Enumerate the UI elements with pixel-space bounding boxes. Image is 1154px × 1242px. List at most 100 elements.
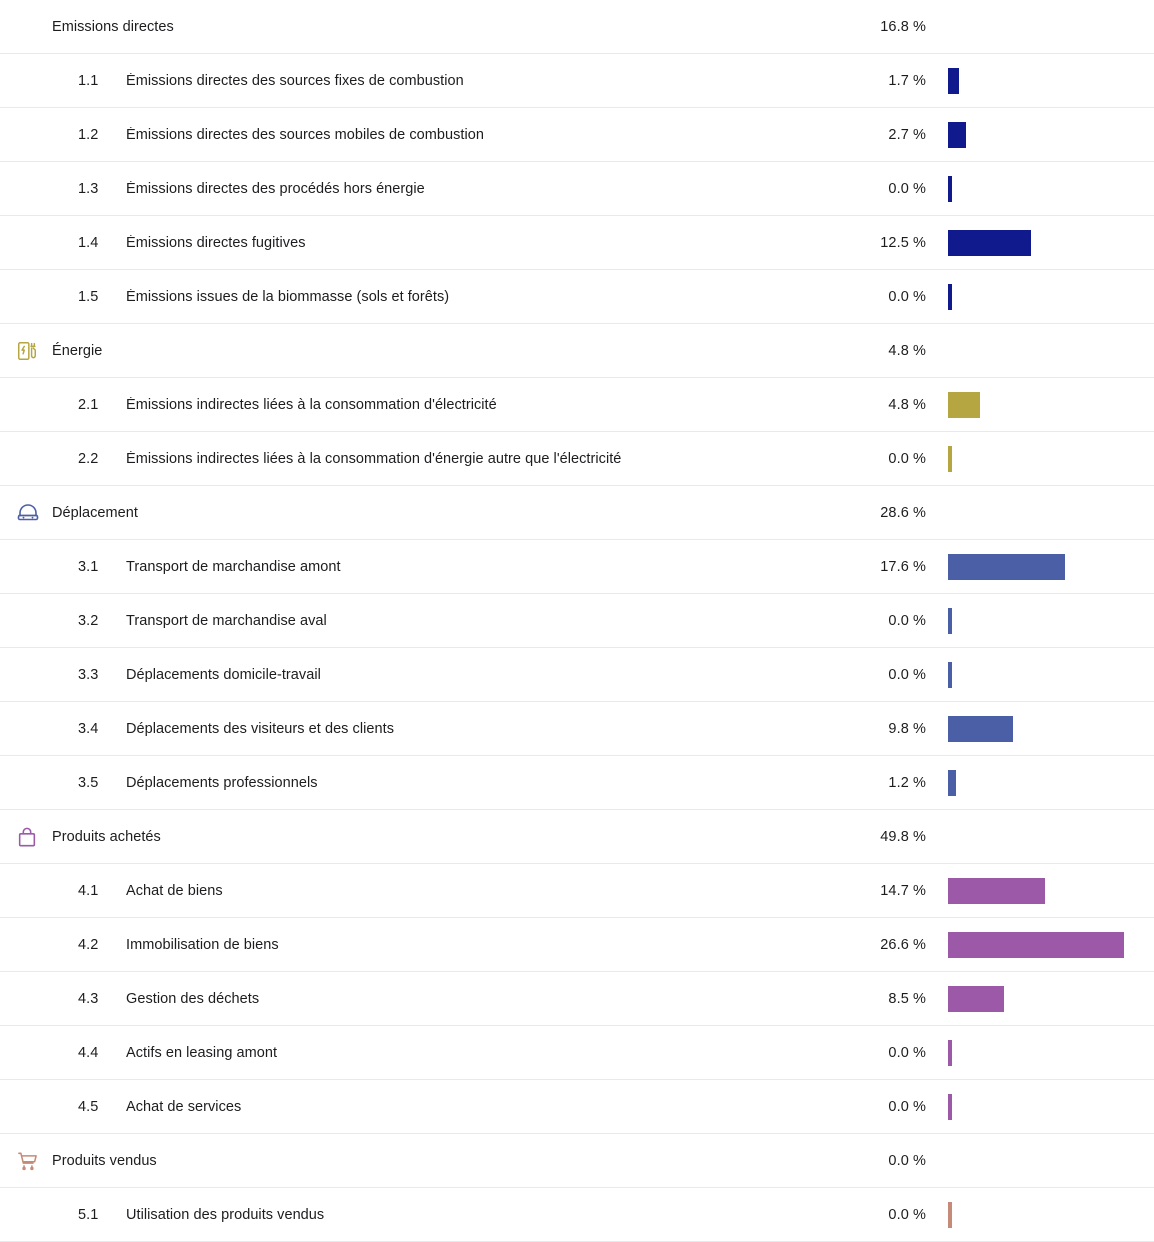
percentage-bar bbox=[948, 661, 952, 688]
scope-group-row[interactable]: Produits vendus 0.0 % bbox=[0, 1134, 1154, 1188]
car-icon bbox=[16, 501, 40, 525]
percentage-bar bbox=[948, 283, 952, 310]
category-label: Immobilisation de biens bbox=[126, 936, 279, 953]
emission-category-row[interactable]: 4.4 Actifs en leasing amont 0.0 % bbox=[0, 1026, 1154, 1080]
bar-cell bbox=[932, 1201, 1138, 1228]
row-icon-cell bbox=[16, 340, 52, 362]
percentage-bar bbox=[948, 67, 959, 94]
emission-category-row[interactable]: 3.1 Transport de marchandise amont 17.6 % bbox=[0, 540, 1154, 594]
emission-category-row[interactable]: 4.5 Achat de services 0.0 % bbox=[0, 1080, 1154, 1134]
percentage-value: 9.8 % bbox=[888, 720, 926, 737]
bar-cell bbox=[932, 1039, 1138, 1066]
percentage-value: 0.0 % bbox=[888, 1098, 926, 1115]
scope-group-row[interactable]: Énergie 4.8 % bbox=[0, 324, 1154, 378]
percentage-value: 28.6 % bbox=[880, 504, 926, 521]
category-label: Achat de services bbox=[126, 1098, 242, 1115]
category-code: 3.2 bbox=[78, 612, 99, 629]
category-label: Déplacements professionnels bbox=[126, 774, 318, 791]
emission-category-row[interactable]: 3.4 Déplacements des visiteurs et des cli… bbox=[0, 702, 1154, 756]
emission-category-row[interactable]: 1.3 Émissions directes des procédés hors … bbox=[0, 162, 1154, 216]
row-icon-cell bbox=[16, 826, 52, 848]
bar-cell bbox=[932, 391, 1138, 418]
percentage-bar bbox=[948, 553, 1065, 580]
percentage-bar bbox=[948, 931, 1124, 958]
category-label: Émissions indirectes liées à la consomma… bbox=[126, 450, 622, 467]
percentage-value: 1.7 % bbox=[888, 72, 926, 89]
bar-cell bbox=[932, 67, 1138, 94]
shopping-cart-icon bbox=[16, 1149, 39, 1172]
bar-cell bbox=[932, 1093, 1138, 1120]
bar-cell bbox=[932, 121, 1138, 148]
category-label: Émissions directes des sources mobiles d… bbox=[126, 126, 485, 143]
bar-cell bbox=[932, 283, 1138, 310]
category-label: Déplacements domicile-travail bbox=[126, 666, 321, 683]
percentage-value: 12.5 % bbox=[880, 234, 926, 251]
scope-group-row[interactable]: Déplacement 28.6 % bbox=[0, 486, 1154, 540]
bar-cell bbox=[932, 985, 1138, 1012]
percentage-value: 4.8 % bbox=[888, 342, 926, 359]
emission-category-row[interactable]: 1.1 Émissions directes des sources fixes … bbox=[0, 54, 1154, 108]
emission-category-row[interactable]: 3.5 Déplacements professionnels 1.2 % bbox=[0, 756, 1154, 810]
emission-category-row[interactable]: 3.2 Transport de marchandise aval 0.0 % bbox=[0, 594, 1154, 648]
emission-category-row[interactable]: 3.3 Déplacements domicile-travail 0.0 % bbox=[0, 648, 1154, 702]
category-code: 4.2 bbox=[78, 936, 99, 953]
category-code: 4.1 bbox=[78, 882, 99, 899]
category-label: Actifs en leasing amont bbox=[126, 1044, 278, 1061]
bar-cell bbox=[932, 931, 1138, 958]
category-label: Émissions directes des procédés hors éne… bbox=[126, 180, 425, 197]
emission-category-row[interactable]: 1.4 Émissions directes fugitives 12.5 % bbox=[0, 216, 1154, 270]
scope-group-label: Emissions directes bbox=[52, 18, 174, 35]
category-code: 1.3 bbox=[78, 180, 99, 197]
percentage-value: 0.0 % bbox=[888, 1206, 926, 1223]
percentage-value: 0.0 % bbox=[888, 450, 926, 467]
emission-category-row[interactable]: 4.3 Gestion des déchets 8.5 % bbox=[0, 972, 1154, 1026]
category-code: 2.2 bbox=[78, 450, 99, 467]
category-code: 1.5 bbox=[78, 288, 99, 305]
category-code: 3.1 bbox=[78, 558, 99, 575]
category-code: 4.3 bbox=[78, 990, 99, 1007]
percentage-bar bbox=[948, 121, 966, 148]
emission-category-row[interactable]: 2.2 Émissions indirectes liées à la conso… bbox=[0, 432, 1154, 486]
emission-category-row[interactable]: 5.1 Utilisation des produits vendus 0.0 % bbox=[0, 1188, 1154, 1242]
category-label: Utilisation des produits vendus bbox=[126, 1206, 325, 1223]
category-code: 1.1 bbox=[78, 72, 99, 89]
percentage-bar bbox=[948, 1201, 952, 1228]
category-code: 4.4 bbox=[78, 1044, 99, 1061]
category-label: Transport de marchandise aval bbox=[126, 612, 327, 629]
percentage-value: 49.8 % bbox=[880, 828, 926, 845]
scope-group-label: Produits vendus bbox=[52, 1152, 157, 1169]
percentage-value: 26.6 % bbox=[880, 936, 926, 953]
emission-category-row[interactable]: 4.2 Immobilisation de biens 26.6 % bbox=[0, 918, 1154, 972]
category-code: 3.4 bbox=[78, 720, 99, 737]
category-label: Émissions directes des sources fixes de … bbox=[126, 72, 464, 89]
percentage-bar bbox=[948, 1039, 952, 1066]
category-label: Transport de marchandise amont bbox=[126, 558, 341, 575]
category-code: 3.3 bbox=[78, 666, 99, 683]
emission-category-row[interactable]: 1.5 Émissions issues de la biommasse (sol… bbox=[0, 270, 1154, 324]
percentage-bar bbox=[948, 607, 952, 634]
percentage-value: 2.7 % bbox=[888, 126, 926, 143]
category-label: Émissions indirectes liées à la consomma… bbox=[126, 396, 497, 413]
bar-cell bbox=[932, 229, 1138, 256]
category-code: 4.5 bbox=[78, 1098, 99, 1115]
category-code: 3.5 bbox=[78, 774, 99, 791]
category-code: 2.1 bbox=[78, 396, 99, 413]
percentage-bar bbox=[948, 1093, 952, 1120]
bar-cell bbox=[932, 175, 1138, 202]
scope-group-row[interactable]: Produits achetés 49.8 % bbox=[0, 810, 1154, 864]
bar-cell bbox=[932, 715, 1138, 742]
scope-group-row[interactable]: Emissions directes 16.8 % bbox=[0, 0, 1154, 54]
percentage-bar bbox=[948, 391, 980, 418]
scope-group-label: Produits achetés bbox=[52, 828, 161, 845]
percentage-value: 0.0 % bbox=[888, 666, 926, 683]
bar-cell bbox=[932, 553, 1138, 580]
percentage-bar bbox=[948, 445, 952, 472]
emission-category-row[interactable]: 4.1 Achat de biens 14.7 % bbox=[0, 864, 1154, 918]
percentage-bar bbox=[948, 769, 956, 796]
emission-category-row[interactable]: 2.1 Émissions indirectes liées à la conso… bbox=[0, 378, 1154, 432]
scope-group-label: Énergie bbox=[52, 342, 103, 359]
ev-charging-station-icon bbox=[16, 340, 38, 362]
row-icon-cell bbox=[16, 1149, 52, 1172]
emission-category-row[interactable]: 1.2 Émissions directes des sources mobile… bbox=[0, 108, 1154, 162]
